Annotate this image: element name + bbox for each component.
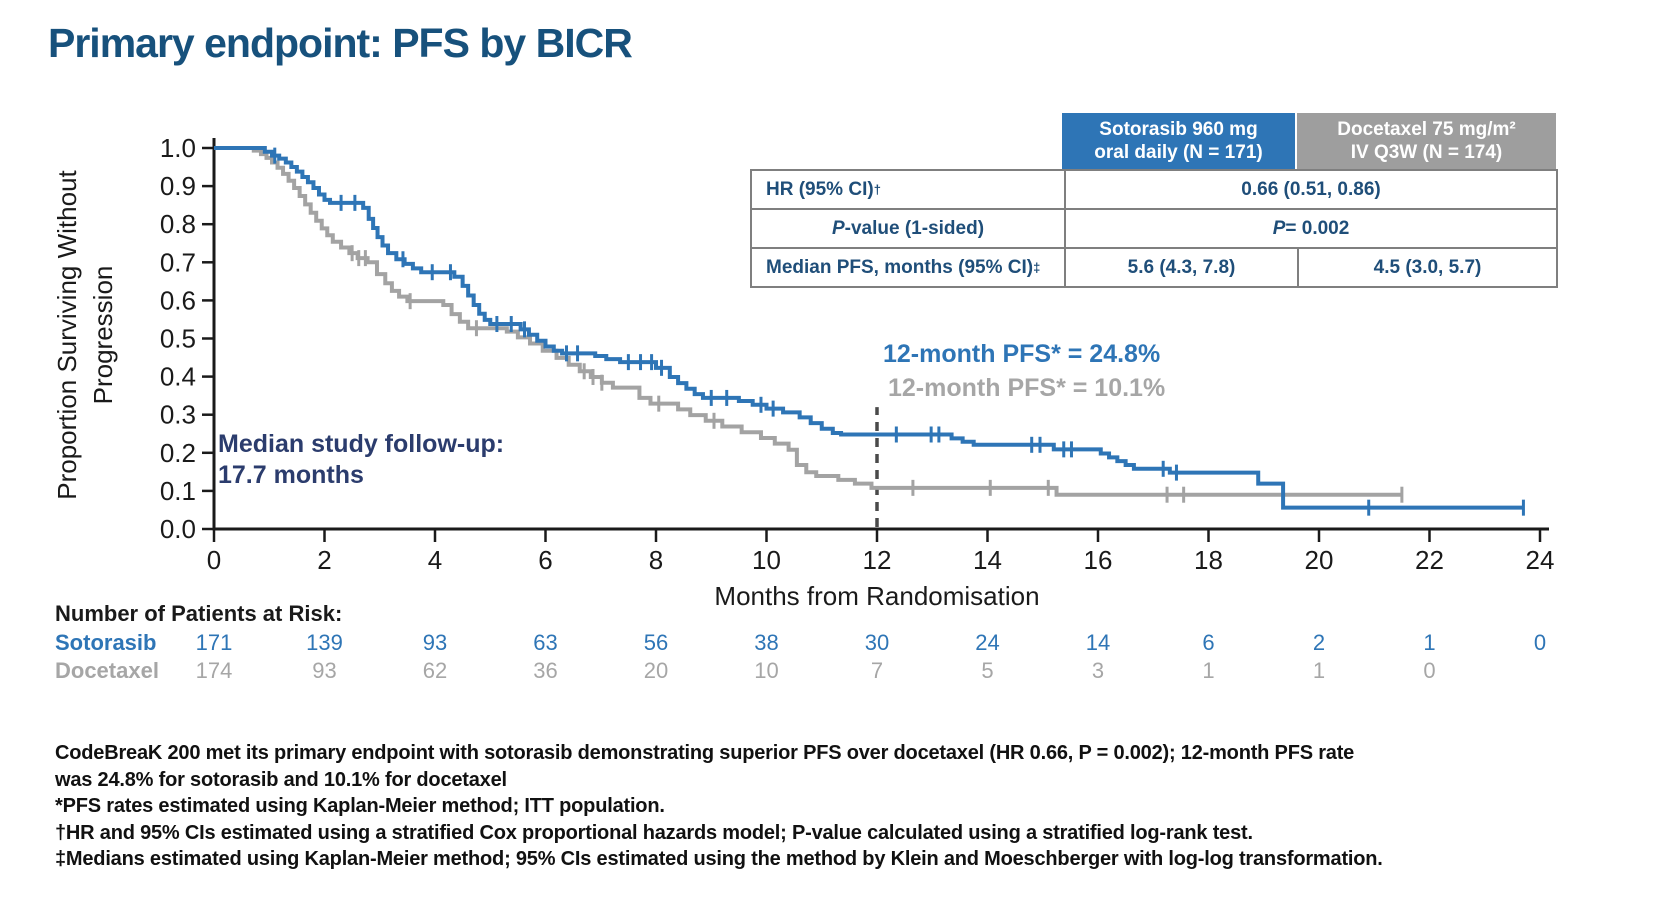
x-tick-label: 20 <box>1305 545 1334 575</box>
median-pfs-label: Median PFS, months (95% CI) ‡ <box>766 256 1041 278</box>
at-risk-count: 38 <box>754 630 778 655</box>
y-axis-label: Progression <box>88 266 118 405</box>
km-curve-sotorasib <box>214 146 1524 510</box>
x-tick-label: 10 <box>752 545 781 575</box>
at-risk-count: 174 <box>196 658 233 683</box>
at-risk-count: 63 <box>533 630 557 655</box>
x-tick-label: 14 <box>973 545 1002 575</box>
at-risk-title: Number of Patients at Risk: <box>55 601 342 626</box>
hr-label: HR (95% CI) † <box>766 178 881 200</box>
at-risk-row-label: Sotorasib <box>55 630 156 655</box>
at-risk-count: 3 <box>1092 658 1104 683</box>
y-tick-label: 0.5 <box>160 324 196 354</box>
table-row-median-pfs: Median PFS, months (95% CI) ‡ 5.6 (4.3, 7… <box>752 247 1556 286</box>
y-tick-label: 0.8 <box>160 209 196 239</box>
results-table-body: HR (95% CI) † 0.66 (0.51, 0.86) P -value (… <box>750 169 1558 288</box>
y-tick-label: 0.2 <box>160 438 196 468</box>
km-curve-docetaxel <box>214 146 1402 497</box>
at-risk-count: 0 <box>1534 630 1546 655</box>
hr-value: 0.66 (0.51, 0.86) <box>1064 171 1556 208</box>
at-risk-count: 14 <box>1086 630 1110 655</box>
y-tick-label: 0.6 <box>160 285 196 315</box>
footnote-line: was 24.8% for sotorasib and 10.1% for do… <box>55 768 507 791</box>
at-risk-count: 1 <box>1313 658 1325 683</box>
results-table-header: Sotorasib 960 mg oral daily (N = 171) Do… <box>1062 113 1558 169</box>
y-tick-label: 0.9 <box>160 171 196 201</box>
at-risk-count: 5 <box>981 658 993 683</box>
at-risk-count: 93 <box>312 658 336 683</box>
x-tick-label: 22 <box>1415 545 1444 575</box>
at-risk-count: 62 <box>423 658 447 683</box>
at-risk-count: 2 <box>1313 630 1325 655</box>
x-tick-label: 2 <box>317 545 331 575</box>
x-tick-label: 6 <box>538 545 552 575</box>
footnote-line: ‡Medians estimated using Kaplan-Meier me… <box>55 848 1383 870</box>
sotorasib-arm-header: Sotorasib 960 mg oral daily (N = 171) <box>1062 113 1295 169</box>
x-tick-label: 24 <box>1526 545 1555 575</box>
results-table: Sotorasib 960 mg oral daily (N = 171) Do… <box>750 113 1558 288</box>
y-tick-label: 1.0 <box>160 133 196 163</box>
at-risk-count: 10 <box>754 658 778 683</box>
at-risk-count: 24 <box>975 630 999 655</box>
footnotes: CodeBreaK 200 met its primary endpoint w… <box>55 740 1383 873</box>
at-risk-count: 7 <box>871 658 883 683</box>
x-tick-label: 8 <box>649 545 663 575</box>
docetaxel-arm-header: Docetaxel 75 mg/m² IV Q3W (N = 174) <box>1297 113 1556 169</box>
footnote-line: *PFS rates estimated using Kaplan-Meier … <box>55 795 665 817</box>
at-risk-count: 0 <box>1423 658 1435 683</box>
at-risk-row-label: Docetaxel <box>55 658 159 683</box>
at-risk-count: 20 <box>644 658 668 683</box>
median-pfs-sotorasib: 5.6 (4.3, 7.8) <box>1064 249 1297 286</box>
at-risk-count: 30 <box>865 630 889 655</box>
y-tick-label: 0.1 <box>160 476 196 506</box>
at-risk-count: 1 <box>1423 630 1435 655</box>
y-tick-label: 0.3 <box>160 400 196 430</box>
pvalue-value: P = 0.002 <box>1064 210 1556 247</box>
at-risk-count: 139 <box>306 630 343 655</box>
y-axis-label: Proportion Surviving Without <box>52 169 82 499</box>
x-tick-label: 16 <box>1084 545 1113 575</box>
y-tick-label: 0.7 <box>160 247 196 277</box>
at-risk-count: 6 <box>1202 630 1214 655</box>
pfs-12mo-sotorasib-annotation: 12-month PFS* = 24.8% <box>883 340 1161 368</box>
footnote-line: CodeBreaK 200 met its primary endpoint w… <box>55 742 1355 764</box>
at-risk-count: 56 <box>644 630 668 655</box>
y-tick-label: 0.4 <box>160 362 196 392</box>
table-row-pvalue: P -value (1-sided) P = 0.002 <box>752 208 1556 247</box>
at-risk-count: 93 <box>423 630 447 655</box>
x-tick-label: 18 <box>1194 545 1223 575</box>
page-title: Primary endpoint: PFS by BICR <box>48 20 633 66</box>
at-risk-count: 171 <box>196 630 233 655</box>
at-risk-count: 36 <box>533 658 557 683</box>
footnote-line: †HR and 95% CIs estimated using a strati… <box>55 821 1253 844</box>
pvalue-label: P -value (1-sided) <box>831 217 985 239</box>
median-pfs-docetaxel: 4.5 (3.0, 5.7) <box>1297 249 1556 286</box>
median-followup-annotation: Median study follow-up: 17.7 months <box>218 430 505 489</box>
y-tick-label: 0.0 <box>160 514 196 544</box>
x-tick-label: 12 <box>863 545 892 575</box>
x-tick-label: 0 <box>207 545 221 575</box>
x-tick-label: 4 <box>428 545 442 575</box>
at-risk-count: 1 <box>1202 658 1214 683</box>
table-row-hr: HR (95% CI) † 0.66 (0.51, 0.86) <box>752 171 1556 208</box>
pfs-12mo-docetaxel-annotation: 12-month PFS* = 10.1% <box>888 374 1166 402</box>
x-axis-label: Months from Randomisation <box>714 581 1039 611</box>
